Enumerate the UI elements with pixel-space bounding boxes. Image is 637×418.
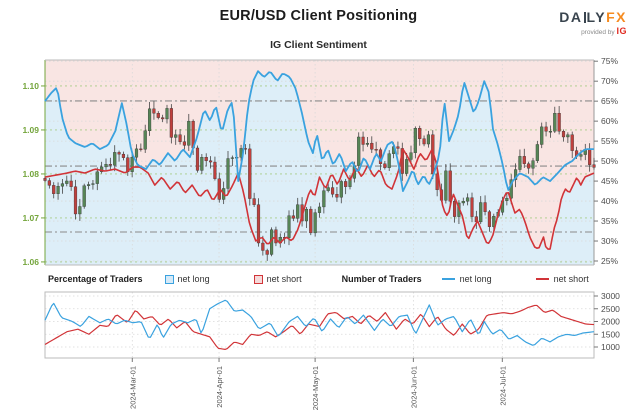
- svg-text:1000: 1000: [601, 342, 620, 352]
- legend-label-net-long-2: net long: [459, 274, 492, 284]
- net-long-line-icon: [441, 278, 455, 280]
- logo-daily-left: DA: [559, 9, 583, 25]
- percent-axis-right: 75% 70% 65% 60% 55% 50% 45% 40% 35% 30% 25%: [593, 56, 618, 266]
- svg-text:30%: 30%: [601, 236, 618, 246]
- net-short-pct-line: [44, 148, 595, 250]
- chart-legend: Percentage of Traders net long net short…: [48, 271, 608, 287]
- price-gridlines: [45, 85, 594, 263]
- legend-pct-header: Percentage of Traders: [48, 274, 143, 284]
- logo-fx: FX: [606, 9, 627, 25]
- svg-text:3000: 3000: [601, 291, 620, 301]
- svg-text:1.08: 1.08: [22, 169, 39, 179]
- plot-borders: [45, 59, 594, 266]
- svg-text:50%: 50%: [601, 156, 618, 166]
- net-short-line-icon: [535, 278, 549, 280]
- logo-provided-by: provided by: [581, 29, 615, 36]
- logo-daily-right: LY: [586, 9, 607, 25]
- svg-text:25%: 25%: [601, 256, 618, 266]
- logo-tagline: provided by IG: [559, 27, 627, 37]
- svg-text:70%: 70%: [601, 76, 618, 86]
- dashdot-levels: [45, 100, 594, 233]
- svg-text:2000: 2000: [601, 317, 620, 327]
- count-gridlines: [45, 292, 594, 358]
- svg-text:45%: 45%: [601, 176, 618, 186]
- legend-count-net-long: net long: [441, 274, 492, 284]
- svg-text:75%: 75%: [601, 56, 618, 66]
- svg-text:2024-Jul-01: 2024-Jul-01: [498, 366, 507, 406]
- svg-text:2024-May-01: 2024-May-01: [311, 366, 320, 410]
- logo-bar-icon: [583, 12, 586, 23]
- legend-label-net-long: net long: [177, 274, 210, 284]
- svg-text:65%: 65%: [601, 96, 618, 106]
- net-short-square-icon: [253, 274, 263, 284]
- net-long-square-icon: [164, 274, 174, 284]
- chart-subtitle: IG Client Sentiment: [270, 39, 367, 51]
- svg-text:2024-Apr-01: 2024-Apr-01: [215, 366, 224, 408]
- svg-text:2024-Jun-01: 2024-Jun-01: [409, 366, 418, 408]
- svg-text:1.07: 1.07: [22, 213, 39, 223]
- dailyfx-logo: DA LYFX provided by IG: [559, 10, 627, 37]
- price-axis-left: 1.10 1.09 1.08 1.07 1.06: [22, 60, 46, 267]
- svg-text:1.10: 1.10: [22, 81, 39, 91]
- legend-label-net-short: net short: [266, 274, 302, 284]
- page-title: EUR/USD Client Positioning: [219, 8, 418, 24]
- svg-text:2024-Mar-01: 2024-Mar-01: [128, 366, 137, 409]
- date-axis: 2024-Mar-01 2024-Apr-01 2024-May-01 2024-Ju…: [128, 358, 507, 410]
- svg-text:40%: 40%: [601, 196, 618, 206]
- logo-ig: IG: [616, 26, 627, 36]
- sentiment-fills: [45, 60, 594, 265]
- legend-count-header: Number of Traders: [341, 274, 422, 284]
- net-long-count-line: [44, 299, 595, 346]
- number-of-traders-chart: 3000 2500 2000 1500 1000 2024-Mar-01 2024-Apr-…: [44, 291, 620, 410]
- svg-text:60%: 60%: [601, 116, 618, 126]
- count-axis-right: 3000 2500 2000 1500 1000: [594, 291, 620, 352]
- dailyfx-brand: DA LYFX: [559, 10, 627, 24]
- legend-label-net-short-2: net short: [553, 274, 589, 284]
- svg-text:1500: 1500: [601, 329, 620, 339]
- svg-text:35%: 35%: [601, 216, 618, 226]
- svg-text:2500: 2500: [601, 304, 620, 314]
- candlesticks: [43, 101, 596, 261]
- sentiment-price-chart: 1.10 1.09 1.08 1.07 1.06 75% 70% 65% 60% 55% 50% 45…: [22, 56, 618, 267]
- legend-pct-net-short: net short: [253, 274, 302, 284]
- svg-text:55%: 55%: [601, 136, 618, 146]
- legend-pct-net-long: net long: [164, 274, 210, 284]
- net-long-pct-line: [44, 70, 594, 192]
- legend-count-net-short: net short: [535, 274, 589, 284]
- svg-text:1.09: 1.09: [22, 125, 39, 135]
- count-plot-border: [44, 291, 595, 359]
- svg-text:1.06: 1.06: [22, 257, 39, 267]
